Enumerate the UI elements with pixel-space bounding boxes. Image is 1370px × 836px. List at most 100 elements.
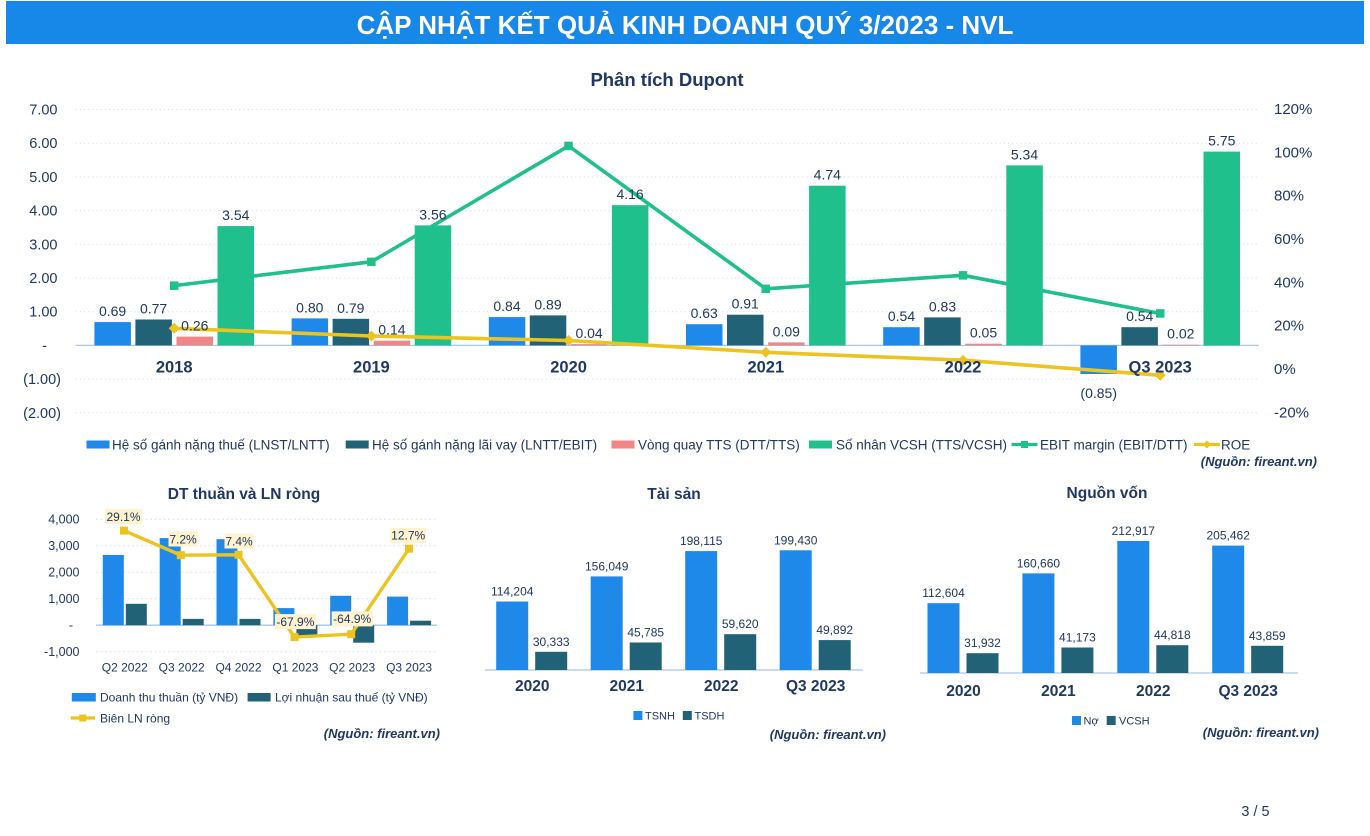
svg-text:2020: 2020 (550, 359, 587, 377)
svg-text:Q3 2023: Q3 2023 (1129, 359, 1192, 377)
svg-text:CẬP NHẬT KẾT QUẢ KINH DOANH QU: CẬP NHẬT KẾT QUẢ KINH DOANH QUÝ 3/2023 -… (357, 10, 1014, 40)
svg-text:Q2 2022: Q2 2022 (102, 661, 148, 675)
svg-text:TSDH: TSDH (695, 711, 725, 723)
svg-text:Biên LN ròng: Biên LN ròng (100, 712, 170, 726)
svg-text:3.00: 3.00 (29, 237, 57, 253)
svg-text:4.00: 4.00 (29, 204, 57, 220)
svg-text:2020: 2020 (515, 678, 549, 695)
svg-text:2018: 2018 (156, 359, 193, 377)
svg-text:205,462: 205,462 (1207, 529, 1251, 543)
svg-text:30,333: 30,333 (533, 635, 570, 649)
svg-text:44,818: 44,818 (1154, 628, 1191, 642)
svg-text:43,859: 43,859 (1249, 629, 1286, 643)
svg-text:4.16: 4.16 (616, 186, 643, 202)
svg-text:3.56: 3.56 (419, 206, 446, 222)
svg-text:-67.9%: -67.9% (276, 615, 314, 629)
svg-text:Số nhân VCSH (TTS/VCSH): Số nhân VCSH (TTS/VCSH) (836, 438, 1007, 453)
svg-text:(0.85): (0.85) (1080, 385, 1117, 401)
svg-text:0.02: 0.02 (1167, 326, 1194, 342)
svg-text:-64.9%: -64.9% (333, 612, 371, 626)
svg-text:Hệ số gánh nặng lãi vay (LNTT/: Hệ số gánh nặng lãi vay (LNTT/EBIT) (372, 438, 597, 453)
svg-text:156,049: 156,049 (585, 559, 629, 573)
svg-text:Q1 2023: Q1 2023 (272, 661, 318, 675)
svg-text:3,000: 3,000 (48, 539, 79, 553)
svg-text:0.09: 0.09 (773, 323, 800, 339)
svg-text:0.54: 0.54 (888, 308, 915, 324)
svg-text:0.80: 0.80 (296, 299, 323, 315)
svg-text:80%: 80% (1274, 188, 1304, 205)
svg-text:(Nguồn: fireant.vn): (Nguồn: fireant.vn) (324, 726, 440, 741)
svg-text:Q3 2023: Q3 2023 (1218, 683, 1278, 700)
svg-text:(Nguồn: fireant.vn): (Nguồn: fireant.vn) (770, 727, 886, 742)
svg-text:5.00: 5.00 (29, 170, 57, 186)
svg-text:4,000: 4,000 (48, 513, 79, 527)
svg-text:49,892: 49,892 (816, 623, 853, 637)
svg-text:ROE: ROE (1221, 438, 1250, 453)
svg-text:-: - (42, 338, 47, 354)
svg-text:212,917: 212,917 (1112, 524, 1156, 538)
svg-text:29.1%: 29.1% (106, 510, 140, 524)
svg-text:0.04: 0.04 (575, 325, 602, 341)
svg-text:120%: 120% (1274, 101, 1312, 118)
svg-text:12.7%: 12.7% (391, 529, 425, 543)
svg-text:DT thuần và LN ròng: DT thuần và LN ròng (168, 486, 320, 503)
svg-text:0.83: 0.83 (929, 298, 956, 314)
svg-text:Tài sản: Tài sản (647, 486, 700, 503)
svg-text:Doanh thu thuần (tỷ VNĐ): Doanh thu thuần (tỷ VNĐ) (100, 691, 238, 705)
svg-text:2,000: 2,000 (48, 566, 79, 580)
svg-text:Q3 2023: Q3 2023 (386, 661, 432, 675)
svg-text:-20%: -20% (1274, 404, 1309, 421)
svg-text:0.91: 0.91 (732, 296, 759, 312)
svg-text:3.54: 3.54 (222, 207, 249, 223)
svg-text:198,115: 198,115 (680, 534, 723, 548)
svg-text:(1.00): (1.00) (23, 372, 61, 388)
svg-text:EBIT margin (EBIT/DTT): EBIT margin (EBIT/DTT) (1040, 438, 1188, 453)
svg-text:2.00: 2.00 (29, 271, 57, 287)
svg-text:160,660: 160,660 (1017, 556, 1061, 570)
svg-text:2019: 2019 (353, 359, 390, 377)
svg-text:VCSH: VCSH (1119, 716, 1150, 728)
svg-text:Q4 2022: Q4 2022 (215, 661, 261, 675)
svg-text:0.05: 0.05 (970, 325, 997, 341)
svg-text:Q3 2022: Q3 2022 (159, 661, 205, 675)
svg-text:(Nguồn: fireant.vn): (Nguồn: fireant.vn) (1203, 725, 1319, 740)
svg-text:Nợ: Nợ (1084, 716, 1099, 728)
svg-text:-1,000: -1,000 (44, 645, 79, 659)
svg-text:7.2%: 7.2% (169, 532, 197, 546)
svg-text:2020: 2020 (946, 683, 980, 700)
svg-text:59,620: 59,620 (722, 617, 759, 631)
svg-text:0.63: 0.63 (691, 305, 718, 321)
svg-text:0.89: 0.89 (534, 296, 561, 312)
svg-text:0.69: 0.69 (99, 303, 126, 319)
svg-text:6.00: 6.00 (29, 136, 57, 152)
svg-text:2021: 2021 (609, 678, 644, 695)
svg-text:Vòng quay TTS (DTT/TTS): Vòng quay TTS (DTT/TTS) (638, 438, 800, 453)
svg-text:199,430: 199,430 (774, 533, 818, 547)
svg-text:TSNH: TSNH (645, 711, 675, 723)
svg-text:112,604: 112,604 (922, 586, 965, 600)
svg-text:0.26: 0.26 (181, 318, 208, 334)
svg-text:4.74: 4.74 (814, 167, 841, 183)
svg-text:100%: 100% (1274, 144, 1312, 161)
svg-text:2021: 2021 (1041, 683, 1076, 700)
svg-text:(Nguồn: fireant.vn): (Nguồn: fireant.vn) (1201, 454, 1317, 469)
svg-text:1.00: 1.00 (29, 305, 57, 321)
svg-text:20%: 20% (1274, 318, 1304, 335)
svg-text:2022: 2022 (1136, 683, 1170, 700)
svg-text:7.00: 7.00 (29, 103, 57, 119)
svg-text:0%: 0% (1274, 361, 1296, 378)
svg-text:41,173: 41,173 (1059, 631, 1096, 645)
svg-text:Hệ số gánh nặng thuế (LNST/LNT: Hệ số gánh nặng thuế (LNST/LNTT) (112, 438, 330, 453)
svg-text:2021: 2021 (747, 359, 784, 377)
svg-text:5.75: 5.75 (1208, 133, 1235, 149)
svg-text:Lợi nhuận sau thuế (tỷ VNĐ): Lợi nhuận sau thuế (tỷ VNĐ) (275, 691, 428, 705)
svg-text:5.34: 5.34 (1011, 146, 1038, 162)
svg-text:0.54: 0.54 (1126, 308, 1153, 324)
svg-text:45,785: 45,785 (627, 626, 664, 640)
svg-text:60%: 60% (1274, 231, 1304, 248)
svg-text:3 / 5: 3 / 5 (1241, 804, 1269, 820)
svg-text:1,000: 1,000 (48, 592, 79, 606)
svg-text:7.4%: 7.4% (225, 534, 253, 548)
svg-text:2022: 2022 (704, 678, 738, 695)
svg-text:0.79: 0.79 (337, 300, 364, 316)
